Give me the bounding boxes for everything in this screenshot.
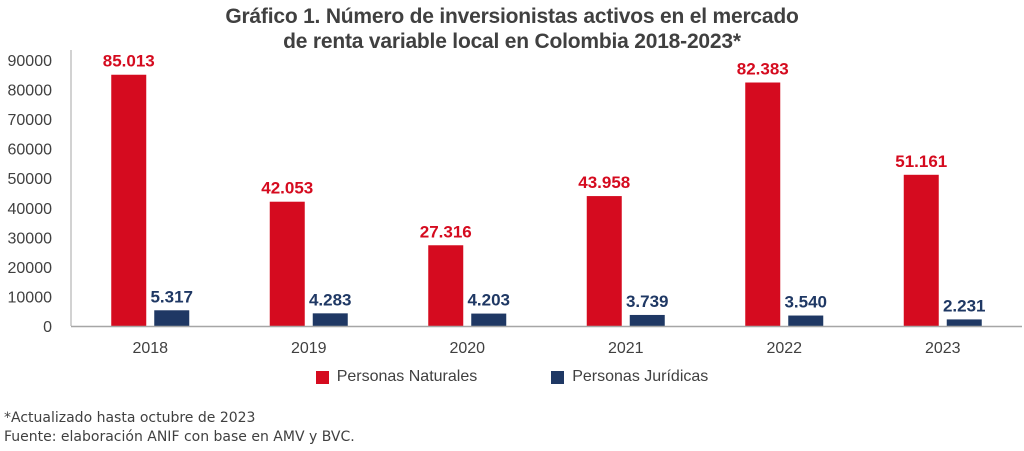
data-label: 5.317 [150,287,193,306]
chart-title: Gráfico 1. Número de inversionistas acti… [0,4,1024,54]
data-label: 42.053 [261,179,313,198]
data-label: 3.739 [626,292,669,311]
y-tick-label: 80000 [8,83,53,100]
y-tick-label: 0 [43,319,52,336]
data-label: 2.231 [943,296,986,315]
source-note: Fuente: elaboración ANIF con base en AMV… [4,429,355,445]
x-tick-label: 2023 [925,340,961,357]
bar-personas-naturales-2023[interactable] [903,174,939,326]
bar-personas-naturales-2022[interactable] [745,82,781,326]
bars [111,74,982,327]
footnotes: *Actualizado hasta octubre de 2023 Fuent… [4,409,355,447]
legend-swatch-red [315,370,329,384]
bar-personas-naturales-2019[interactable] [269,201,305,326]
x-tick-label: 2021 [608,340,644,357]
y-tick-label: 30000 [8,230,53,247]
bar-personas-juridicas-2021[interactable] [629,314,665,326]
data-label: 82.383 [737,60,789,79]
x-tick-label: 2018 [132,340,168,357]
y-tick-label: 20000 [8,260,53,277]
legend: Personas Naturales Personas Jurídicas [0,368,1024,386]
y-tick-label: 10000 [8,289,53,306]
legend-swatch-navy [551,370,565,384]
data-label: 3.540 [784,293,827,312]
data-label: 27.316 [420,222,472,241]
bar-personas-naturales-2020[interactable] [428,245,464,326]
bar-personas-juridicas-2020[interactable] [471,313,507,326]
data-label: 43.958 [578,173,630,192]
x-tick-label: 2019 [291,340,327,357]
y-tick-label: 70000 [8,112,53,129]
legend-item-personas-naturales[interactable]: Personas Naturales [315,368,478,386]
data-label: 85.013 [103,52,155,71]
legend-label: Personas Naturales [336,368,478,385]
y-tick-label: 90000 [8,53,53,70]
bar-personas-naturales-2021[interactable] [586,196,622,326]
bar-personas-juridicas-2018[interactable] [154,310,190,326]
x-tick-label: 2020 [449,340,485,357]
data-labels: 85.013 5.317 42.053 4.283 27.316 4.203 43.958 3… [103,52,986,316]
chart-title-line-1: Gráfico 1. Número de inversionistas acti… [225,5,799,28]
y-tick-label: 50000 [8,171,53,188]
y-axis: 0 10000 20000 30000 40000 50000 60000 70000 8000… [8,50,72,336]
bar-personas-juridicas-2022[interactable] [788,315,824,326]
x-tick-label: 2022 [766,340,802,357]
data-label: 4.203 [467,291,510,310]
update-note: *Actualizado hasta octubre de 2023 [4,410,256,426]
legend-label: Personas Jurídicas [572,368,709,385]
chart-title-line-2: de renta variable local en Colombia 2018… [283,30,741,53]
data-label: 51.161 [895,152,947,171]
bar-personas-juridicas-2019[interactable] [312,313,348,326]
y-tick-label: 60000 [8,142,53,159]
bar-personas-naturales-2018[interactable] [111,74,147,327]
y-tick-label: 40000 [8,201,53,218]
x-axis: 2018 2019 2020 2021 2022 2023 [71,325,1022,357]
data-label: 4.283 [309,290,352,309]
bar-personas-juridicas-2023[interactable] [946,319,982,326]
legend-item-personas-juridicas[interactable]: Personas Jurídicas [551,368,708,386]
